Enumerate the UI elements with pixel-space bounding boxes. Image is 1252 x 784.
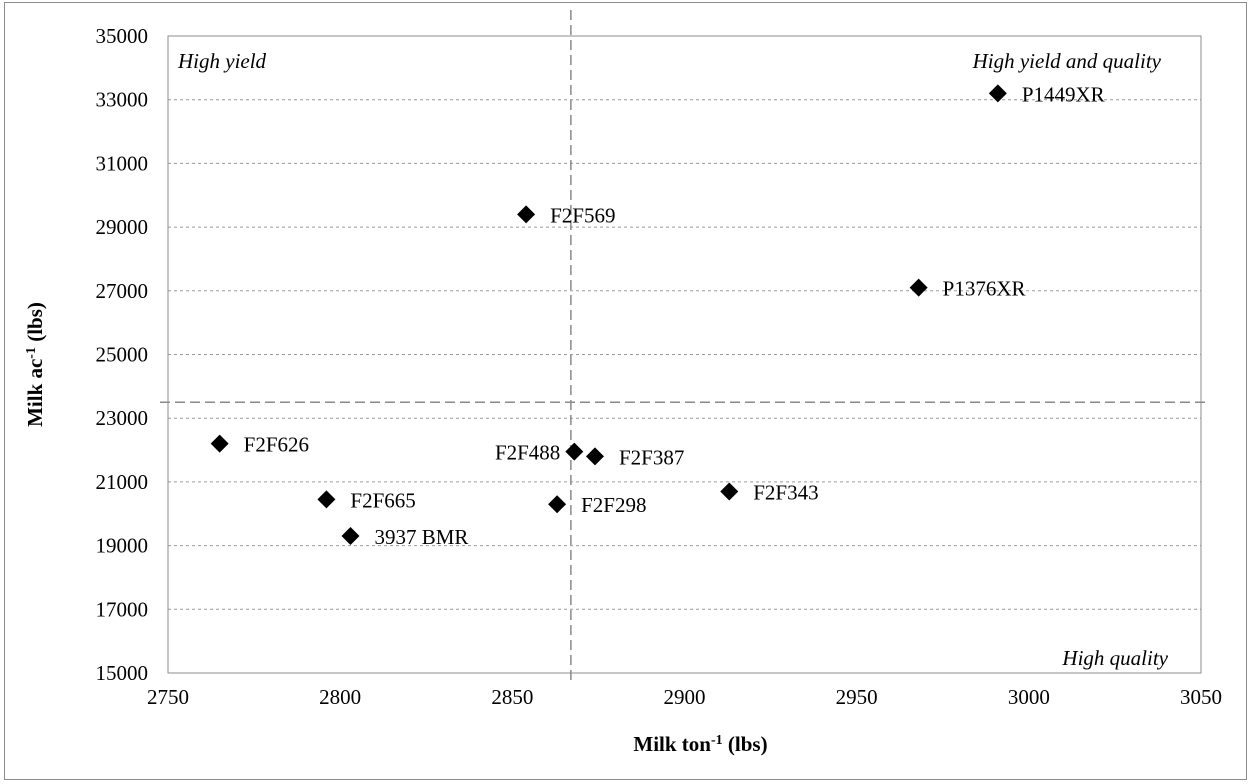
data-point [909,278,928,297]
y-tick-label: 25000 [96,343,149,367]
data-point [585,447,604,466]
data-point [317,490,336,509]
data-point-label: F2F387 [619,445,684,469]
data-point-label: F2F298 [581,493,646,517]
quadrant-label-top-left: High yield [177,49,267,73]
data-point [720,482,739,501]
reference-lines [160,10,1208,685]
x-axis-title-main: Milk ton [633,732,711,756]
y-axis-title-unit: (lbs) [23,302,47,347]
x-tick-label: 2750 [147,685,189,709]
y-tick-label: 17000 [96,597,149,621]
y-tick-label: 29000 [96,215,149,239]
data-point-label: F2F343 [753,480,818,504]
x-tick-label: 2850 [491,685,533,709]
data-point-label: F2F665 [350,488,415,512]
x-tick-label: 2800 [319,685,361,709]
data-point [548,495,567,514]
data-point-label: F2F626 [244,433,309,457]
data-point [210,434,229,453]
quadrant-labels: High yield High yield and quality High q… [177,49,1169,670]
x-tick-label: 2900 [664,685,706,709]
y-tick-label: 21000 [96,470,149,494]
data-point [341,527,360,546]
y-axis-title-main: Milk ac [23,359,47,427]
y-axis-title: Milk ac-1 (lbs) [23,302,47,427]
gridlines [168,99,1201,610]
data-points: P1449XR F2F569 P1376XR F2F626 F2F488 F2F387 F2… [210,82,1105,549]
x-tick-label: 2950 [836,685,878,709]
y-tick-label: 15000 [96,661,149,685]
x-axis-title: Milk ton-1 (lbs) [633,732,767,756]
y-tick-label: 35000 [96,24,149,48]
x-axis-title-sup: -1 [711,733,723,748]
data-point-label: 3937 BMR [374,525,468,549]
y-tick-label: 27000 [96,279,149,303]
x-axis-ticks: 2750 2800 2850 2900 2950 3000 3050 [147,685,1222,709]
quadrant-label-bottom-right: High quality [1061,646,1168,670]
x-tick-label: 3000 [1008,685,1050,709]
data-point-label: F2F488 [495,441,560,465]
y-tick-label: 19000 [96,534,149,558]
y-tick-label: 33000 [96,88,149,112]
y-axis-ticks: 15000 17000 19000 21000 23000 25000 27000 29000… [96,24,149,685]
y-tick-label: 23000 [96,406,149,430]
x-tick-label: 3050 [1180,685,1222,709]
data-point-label: P1376XR [943,277,1026,301]
data-point [565,442,584,461]
x-axis-title-unit: (lbs) [723,732,768,756]
y-axis-title-sup: -1 [24,347,39,359]
chart-frame [4,2,1247,780]
plot-area [167,35,1202,674]
data-point [517,205,536,224]
data-point-label: F2F569 [550,203,615,227]
quadrant-label-top-right: High yield and quality [972,49,1162,73]
data-point-label: P1449XR [1022,82,1105,106]
data-point [988,84,1007,103]
y-tick-label: 31000 [96,151,149,175]
